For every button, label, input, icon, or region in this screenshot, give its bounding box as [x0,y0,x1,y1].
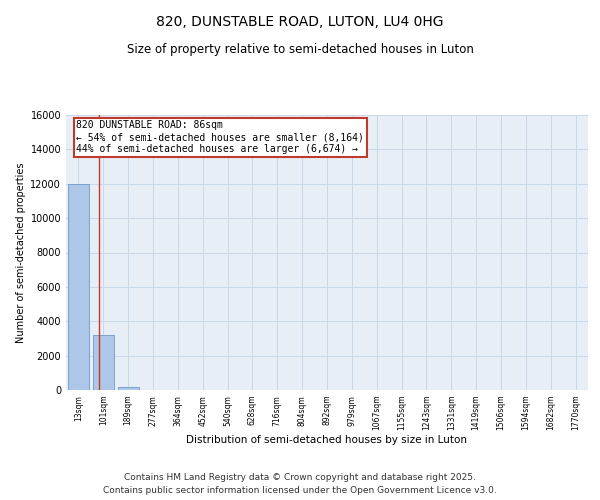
Text: Size of property relative to semi-detached houses in Luton: Size of property relative to semi-detach… [127,42,473,56]
Text: 820 DUNSTABLE ROAD: 86sqm
← 54% of semi-detached houses are smaller (8,164)
44% : 820 DUNSTABLE ROAD: 86sqm ← 54% of semi-… [76,120,364,154]
Text: Contains HM Land Registry data © Crown copyright and database right 2025.
Contai: Contains HM Land Registry data © Crown c… [103,474,497,495]
Text: 820, DUNSTABLE ROAD, LUTON, LU4 0HG: 820, DUNSTABLE ROAD, LUTON, LU4 0HG [156,15,444,29]
Bar [93,335,114,390]
Bar [68,184,89,390]
Y-axis label: Number of semi-detached properties: Number of semi-detached properties [16,162,26,343]
X-axis label: Distribution of semi-detached houses by size in Luton: Distribution of semi-detached houses by … [187,434,467,444]
Bar [118,386,139,390]
